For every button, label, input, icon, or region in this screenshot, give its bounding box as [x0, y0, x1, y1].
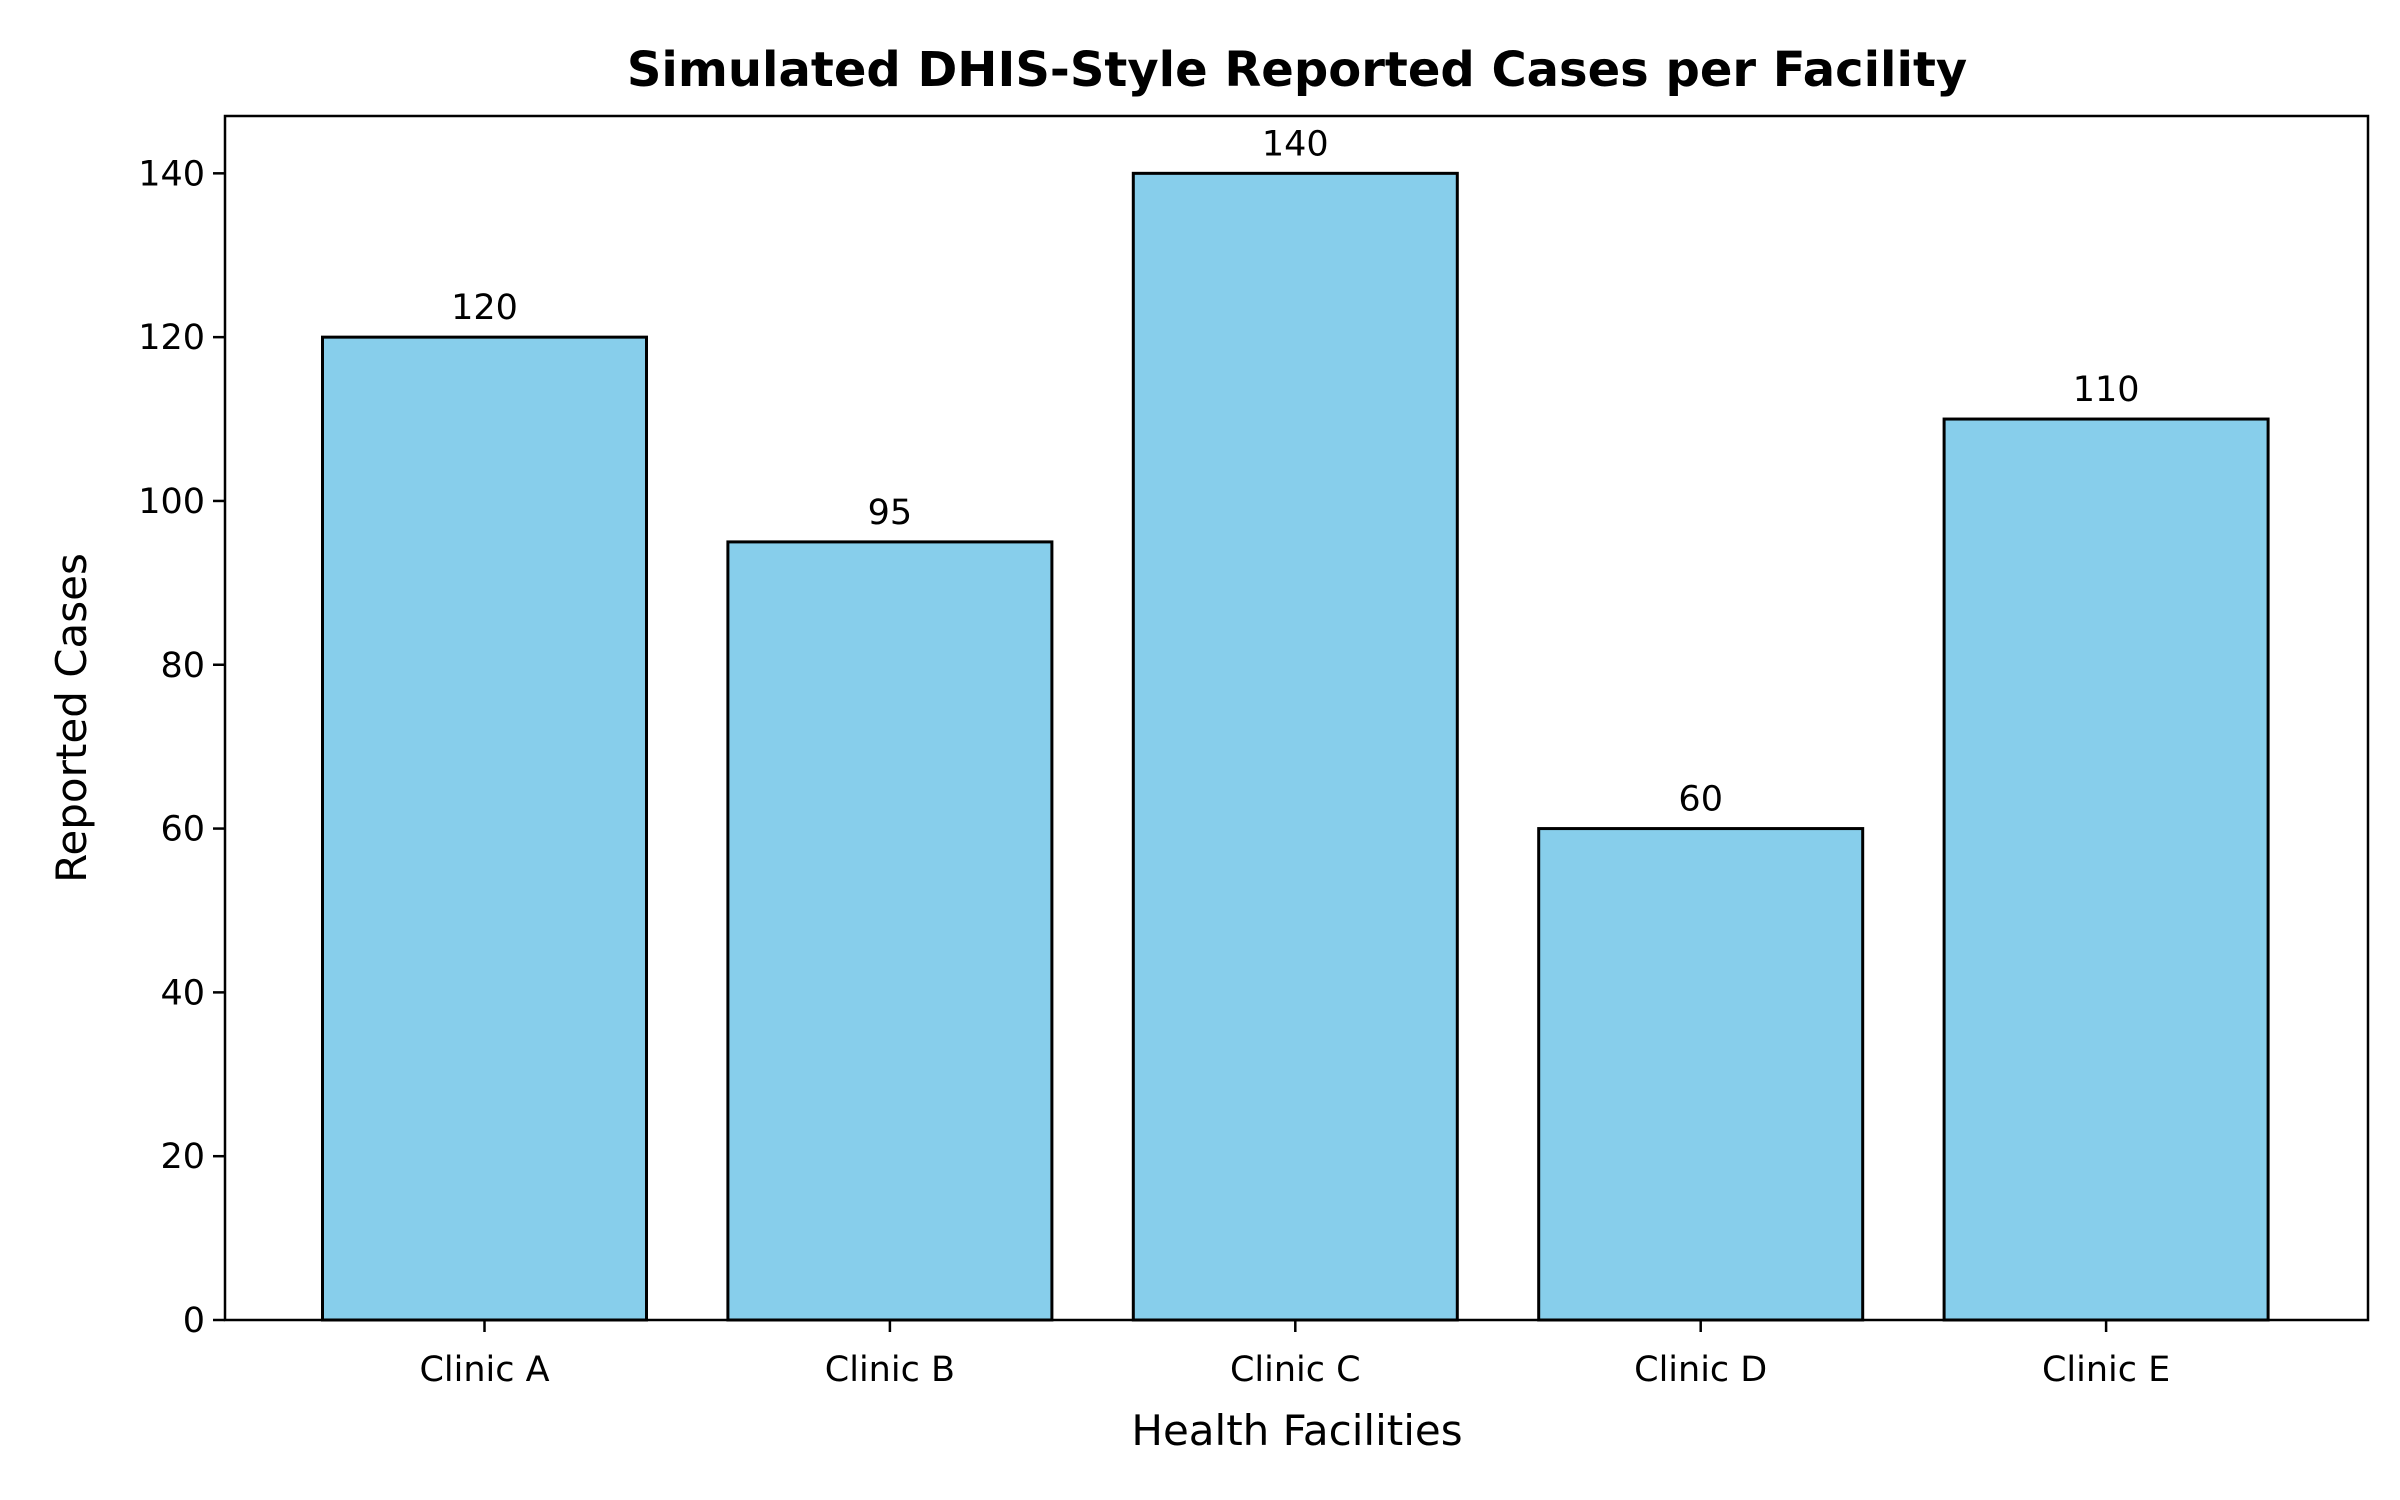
- y-tick-label: 140: [138, 154, 205, 194]
- x-tick-label: Clinic E: [2042, 1350, 2170, 1390]
- y-tick-label: 0: [183, 1301, 205, 1341]
- y-tick-label: 60: [160, 810, 205, 850]
- x-axis-label: Health Facilities: [1131, 1406, 1462, 1455]
- y-tick-label: 80: [160, 646, 205, 686]
- bar-clinic-d: [1537, 827, 1865, 1322]
- chart-title: Simulated DHIS-Style Reported Cases per …: [627, 42, 1967, 98]
- bar-value-label: 110: [2073, 370, 2140, 410]
- bar-value-label: 60: [1678, 780, 1723, 820]
- x-tick-label: Clinic B: [825, 1350, 955, 1390]
- y-tick-label: 40: [160, 973, 205, 1013]
- x-tick-label: Clinic C: [1230, 1350, 1361, 1390]
- bar-value-label: 140: [1262, 124, 1329, 164]
- y-axis-label: Reported Cases: [47, 553, 96, 883]
- x-axis: Clinic A Clinic B Clinic C Clinic D Clinic E: [419, 1320, 2170, 1390]
- data-labels-group: 120 95 140 60 110: [451, 124, 2139, 819]
- bar-clinic-b: [726, 540, 1054, 1322]
- y-tick-label: 20: [160, 1137, 205, 1177]
- x-tick-label: Clinic D: [1634, 1350, 1767, 1390]
- bar-clinic-c: [1131, 171, 1459, 1322]
- x-tick-label: Clinic A: [419, 1350, 549, 1390]
- y-axis: 0 20 40 60 80 100 120 140: [138, 154, 225, 1341]
- plot-area-frame: [223, 114, 2370, 1322]
- y-tick-label: 100: [138, 482, 205, 522]
- bar-value-label: 120: [451, 288, 518, 328]
- bars-group: [321, 171, 2270, 1322]
- bar-value-label: 95: [868, 493, 913, 533]
- bar-clinic-a: [321, 335, 648, 1322]
- bar-clinic-e: [1942, 417, 2270, 1322]
- y-tick-label: 120: [138, 318, 205, 358]
